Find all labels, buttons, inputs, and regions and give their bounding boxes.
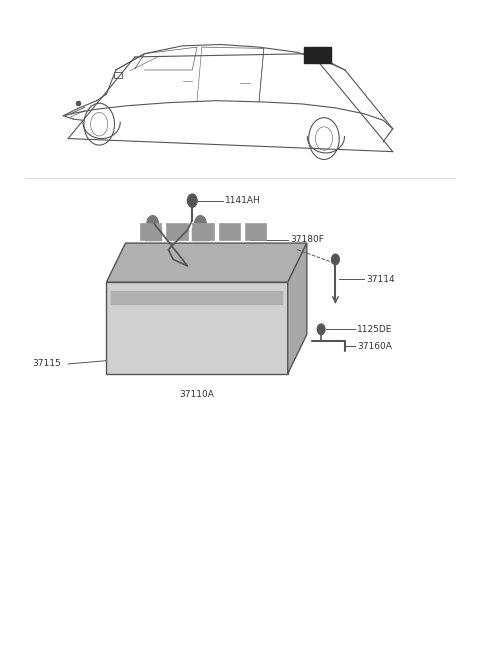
Bar <box>245 224 266 240</box>
Bar <box>140 224 161 240</box>
Bar <box>192 224 214 240</box>
Bar <box>114 72 122 79</box>
Text: 1125DE: 1125DE <box>357 325 392 334</box>
Text: 37115: 37115 <box>32 359 61 369</box>
Text: 37160A: 37160A <box>357 342 392 351</box>
Text: 37114: 37114 <box>366 274 395 283</box>
Circle shape <box>195 216 206 232</box>
Circle shape <box>317 324 325 335</box>
Polygon shape <box>107 282 288 374</box>
Circle shape <box>147 216 158 232</box>
Text: 1141AH: 1141AH <box>225 196 261 205</box>
Text: 37180F: 37180F <box>290 236 324 244</box>
Bar <box>218 224 240 240</box>
Bar <box>144 228 161 240</box>
Text: 37110A: 37110A <box>180 390 215 399</box>
Bar <box>192 228 209 240</box>
Bar <box>304 47 331 64</box>
Bar <box>111 291 283 305</box>
Polygon shape <box>107 243 307 282</box>
Bar <box>166 224 188 240</box>
Circle shape <box>188 194 197 207</box>
Circle shape <box>332 254 339 264</box>
Polygon shape <box>288 243 307 374</box>
